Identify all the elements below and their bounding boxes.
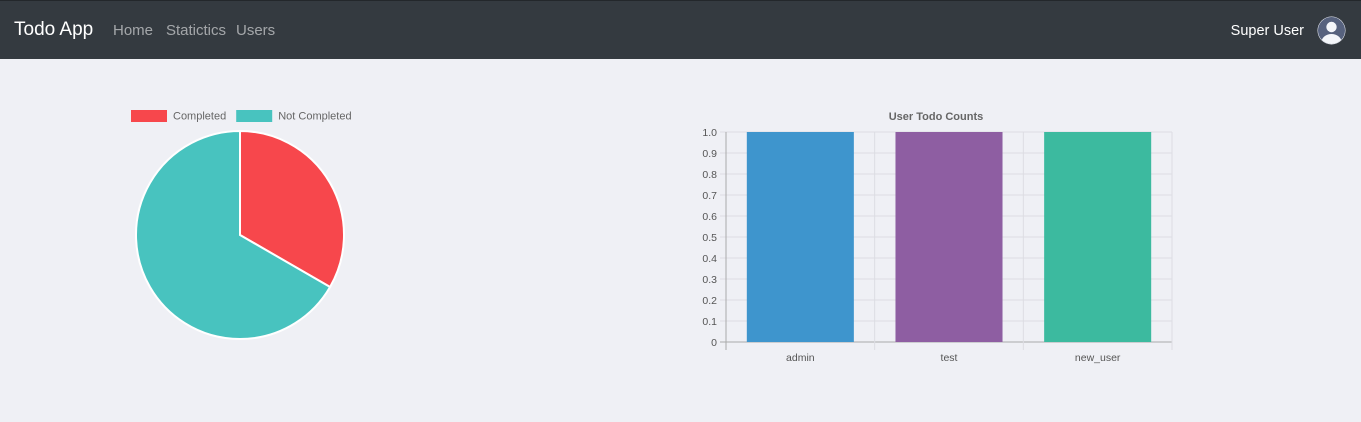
bar-chart-title: User Todo Counts	[889, 111, 984, 123]
pie-legend: Completed Not Completed	[131, 110, 352, 123]
bar-y-tick-label: 0.2	[702, 295, 717, 307]
pie-legend-label[interactable]: Not Completed	[278, 111, 351, 123]
bar-x-tick-label: new_user	[1075, 352, 1121, 364]
pie-slices	[135, 129, 345, 340]
pie-legend-label[interactable]: Completed	[173, 111, 226, 123]
bar-y-tick-label: 0.6	[702, 211, 717, 223]
brand-link[interactable]: Todo App	[14, 19, 94, 40]
bar-new-user[interactable]	[1044, 132, 1152, 342]
bar-y-tick-label: 1.0	[702, 127, 717, 139]
nav-link-users[interactable]: Users	[236, 22, 276, 39]
bar-y-tick-label: 0	[711, 337, 717, 349]
bar-x-axis: admin test new_user	[786, 352, 1121, 364]
bar-admin[interactable]	[746, 132, 854, 342]
navbar: Todo App Home Statictics Users Super Use…	[0, 0, 1361, 59]
pie-slice-not-completed[interactable]	[135, 129, 332, 340]
bar-test[interactable]	[895, 132, 1003, 342]
nav-link-statistics[interactable]: Statictics	[166, 22, 227, 39]
user-name-link[interactable]: Super User	[1230, 23, 1304, 39]
bar-y-tick-label: 0.3	[702, 274, 717, 286]
completion-pie-chart: Completed Not Completed	[131, 110, 352, 340]
pie-slice-completed[interactable]	[239, 129, 345, 289]
bar-y-axis: 1.0 0.9 0.8 0.7 0.6 0.5 0.4 0.3 0.2 0.1 0	[702, 127, 717, 349]
bar-bars	[746, 132, 1152, 342]
bar-x-tick-label: test	[941, 352, 958, 364]
pie-legend-swatch[interactable]	[131, 110, 167, 122]
bar-y-tick-label: 0.8	[702, 169, 717, 181]
bar-y-tick-label: 0.7	[702, 190, 717, 202]
user-todo-bar-chart: User Todo Counts 1.0 0.9 0.8 0.7 0.6 0.5 0.4 0.…	[702, 111, 1173, 364]
bar-y-tick-label: 0.1	[702, 316, 717, 328]
nav-link-home[interactable]: Home	[113, 22, 154, 39]
bar-y-tick-label: 0.5	[702, 232, 717, 244]
pie-legend-swatch[interactable]	[236, 110, 273, 122]
bar-y-tick-label: 0.9	[702, 148, 717, 160]
user-avatar-icon[interactable]	[1317, 16, 1346, 45]
bar-x-tick-label: admin	[786, 352, 815, 364]
bar-y-tick-label: 0.4	[702, 253, 717, 265]
